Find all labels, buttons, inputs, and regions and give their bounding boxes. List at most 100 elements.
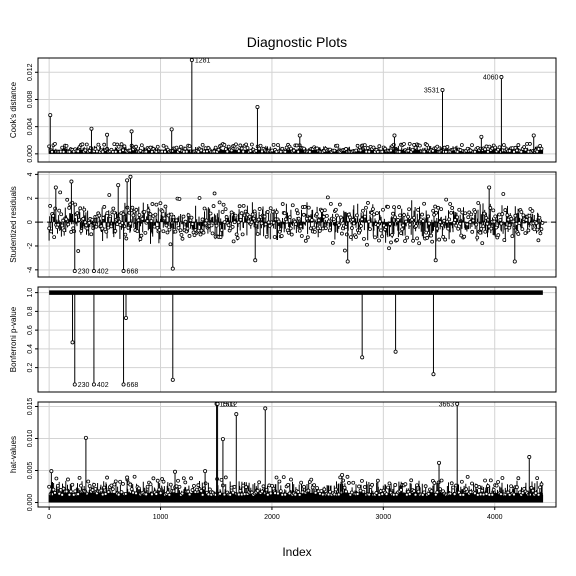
data-point [526,228,531,233]
data-point [70,482,75,487]
y-tick-label: 0.000 [27,494,34,512]
data-point [47,226,52,231]
data-point [491,487,496,492]
data-point [270,209,275,214]
data-point [319,489,324,493]
data-point [412,215,416,220]
data-point [342,485,347,490]
point-annotation: 230 [78,269,90,276]
data-point [144,492,149,497]
data-point [306,205,311,210]
x-tick-label: 2000 [264,514,280,521]
data-point [232,220,237,225]
data-point [106,490,111,494]
data-point [53,490,57,495]
data-point [200,142,205,147]
data-point [457,207,462,212]
data-point [291,148,296,153]
data-point [362,143,367,148]
data-point [333,487,338,492]
data-point [360,217,364,222]
labeled-point [72,269,77,274]
data-point [312,230,317,234]
data-point [354,148,359,153]
data-point [350,226,354,230]
data-point [223,207,228,212]
data-point [399,231,403,236]
data-point [407,207,411,212]
panel-bonferroni-p-value: 0.2 0.4 0.6 0.8 1.0 Bonferroni p-value 230 402 6… [9,286,557,393]
data-point [118,149,123,154]
data-point [289,146,293,151]
data-point [233,213,238,218]
data-point [210,231,215,236]
data-point [155,478,160,483]
data-point [464,487,469,492]
data-point [479,226,484,231]
data-point [186,213,191,218]
data-point [213,145,218,150]
data-point [240,232,245,237]
data-point [106,225,111,230]
data-point [77,217,82,222]
data-point [187,144,192,149]
data-point [124,236,129,241]
data-point [90,217,95,222]
data-point [54,476,59,481]
data-point [436,205,441,210]
data-point [83,435,88,440]
data-point [69,179,74,184]
labeled-point [189,58,194,63]
data-point [414,224,418,228]
data-point [65,197,70,202]
y-tick-label: 0.012 [27,63,34,81]
data-point [238,143,243,148]
point-annotation: 3531 [424,87,440,94]
data-point [64,489,69,494]
x-axis-label: Index [282,545,311,559]
data-point [423,484,428,489]
point-annotation: 1512 [222,401,238,408]
data-point [176,478,180,483]
spike-points [47,474,544,497]
data-point [270,483,275,488]
data-point [362,237,366,241]
data-point [277,479,282,484]
data-point [404,492,409,497]
data-point [470,143,474,148]
data-point [87,220,92,225]
data-point [380,492,385,497]
data-point [129,487,134,492]
data-point [79,483,83,488]
data-point [365,242,369,247]
data-point [145,484,150,489]
data-point [113,149,118,154]
data-point [251,216,256,221]
data-point [76,249,81,253]
data-point [430,239,435,244]
data-point [338,215,343,220]
data-point [157,228,162,232]
data-point [323,226,328,231]
data-point [183,219,188,224]
chart-title: Diagnostic Plots [247,34,347,50]
data-point [286,482,290,487]
data-point [271,143,276,147]
data-point [427,221,432,226]
point-annotation: 402 [97,382,109,389]
data-point [83,148,88,153]
data-point [176,225,181,230]
data-point [312,483,317,488]
data-point [86,479,91,484]
labeled-point [455,401,460,406]
data-point [83,220,88,225]
data-point [371,207,375,212]
data-point [399,487,403,492]
labeled-point [440,87,445,92]
data-point [137,486,141,491]
data-point [236,149,241,154]
data-point [392,205,396,210]
data-point [148,482,153,487]
data-point [168,482,173,487]
data-point [473,210,478,214]
